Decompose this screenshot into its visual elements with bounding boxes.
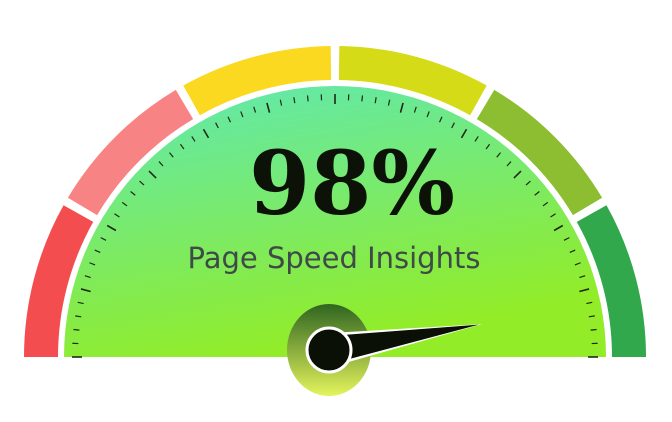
gauge-face xyxy=(64,86,606,357)
gauge-tick xyxy=(579,275,586,279)
gauge-tick xyxy=(525,180,531,186)
gauge-caption: Page Speed Insights xyxy=(188,241,481,275)
gauge-tick xyxy=(240,111,244,118)
gauge-tick xyxy=(399,102,404,113)
gauge-tick xyxy=(89,262,96,266)
gauge-segment-1 xyxy=(24,205,94,357)
gauge-tick xyxy=(293,97,296,104)
gauge-tick xyxy=(169,152,174,158)
gauge-tick xyxy=(361,95,364,102)
gauge-tick xyxy=(179,143,185,150)
gauge-tick xyxy=(542,201,549,207)
gauge-tick xyxy=(413,106,417,113)
gauge-tick xyxy=(588,315,595,318)
gauge-tick xyxy=(80,288,91,293)
score-percentage: 98% xyxy=(249,131,455,235)
gauge-tick xyxy=(121,201,128,207)
gauge-tick xyxy=(100,237,107,241)
gauge-segment-4 xyxy=(338,46,487,116)
gauge-tick xyxy=(474,136,479,142)
gauge-segment-2 xyxy=(67,89,194,216)
gauge-tick xyxy=(77,301,84,305)
gauge-tick xyxy=(306,95,309,102)
gauge-tick xyxy=(506,161,512,167)
gauge-tick xyxy=(106,224,117,232)
gauge-tick xyxy=(114,213,120,218)
gauge-tick-marks xyxy=(72,94,598,358)
gauge-tick xyxy=(73,328,80,331)
needle-hub xyxy=(305,326,353,374)
gauge-segment-6 xyxy=(576,205,646,357)
gauge-tick xyxy=(569,249,576,254)
gauge-tick xyxy=(550,213,556,218)
gauge-needle-icon xyxy=(305,324,482,374)
gauge-tick xyxy=(130,191,136,196)
gauge-tick xyxy=(496,152,501,158)
gauge-segment-5 xyxy=(476,89,603,216)
gauge-tick xyxy=(590,328,597,331)
gauge-tick xyxy=(266,102,271,113)
gauge-tick xyxy=(139,180,145,186)
gauge-tick xyxy=(460,128,468,139)
gauge-tick xyxy=(451,122,455,129)
gauge-tick xyxy=(563,237,570,241)
gauge-segment-3 xyxy=(183,46,332,116)
gauge-tick xyxy=(84,275,91,279)
gauge-tick xyxy=(227,116,232,123)
gauge-tick xyxy=(574,262,581,266)
gauge-tick xyxy=(438,116,443,123)
gauge-tick xyxy=(75,315,82,318)
gauge-tick xyxy=(426,111,430,118)
gauge-tick xyxy=(279,99,283,106)
gauge-color-segments xyxy=(24,46,646,357)
gauge-tick xyxy=(148,170,157,179)
gauge-tick xyxy=(485,143,491,150)
gauge-tick xyxy=(374,97,377,104)
gauge-tick xyxy=(158,161,164,167)
gauge-tick xyxy=(387,99,391,106)
gauge-tick xyxy=(253,106,257,113)
gauge-tick xyxy=(534,191,540,196)
gauge-tick xyxy=(513,170,522,179)
gauge-tick xyxy=(191,136,196,142)
gauge-tick xyxy=(215,122,219,129)
gauge-tick xyxy=(553,224,564,232)
gauge-tick xyxy=(579,288,590,293)
gauge-tick xyxy=(586,301,593,305)
gauge-tick xyxy=(94,249,101,254)
gauge-tick xyxy=(202,128,210,139)
